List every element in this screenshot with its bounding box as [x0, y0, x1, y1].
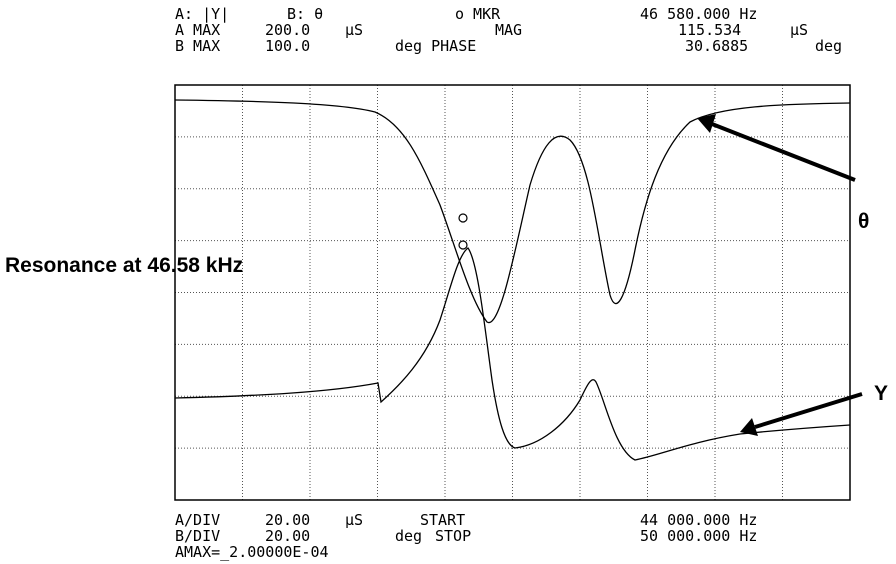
- header-text: MAG: [495, 21, 522, 39]
- plot-frame: [174, 84, 851, 501]
- header-text: A MAX: [175, 21, 220, 39]
- footer-text: µS: [345, 511, 363, 529]
- footer-text: START: [420, 511, 465, 529]
- footer-text: 20.00: [265, 527, 310, 545]
- footer-text: 50 000.000 Hz: [640, 527, 757, 545]
- arrow-head: [740, 418, 758, 436]
- header-text: B: θ: [287, 5, 323, 23]
- footer-text: AMAX=_2.00000E-04: [175, 543, 329, 561]
- header-text: A: |Y|: [175, 5, 229, 23]
- footer-text: A/DIV: [175, 511, 220, 529]
- header: A: |Y| B: θ o MKR 46 580.000 Hz A MAX 20…: [175, 5, 842, 55]
- marker: [458, 240, 468, 250]
- header-text: 100.0: [265, 37, 310, 55]
- header-text: deg: [815, 37, 842, 55]
- footer-text: 44 000.000 Hz: [640, 511, 757, 529]
- footer-text: B/DIV: [175, 527, 220, 545]
- arrow: [711, 122, 856, 182]
- footer-text: deg: [395, 527, 422, 545]
- theta-trace: [174, 99, 851, 323]
- header-text: deg PHASE: [395, 37, 476, 55]
- header-text: µS: [345, 21, 363, 39]
- header-text: 30.6885: [685, 37, 748, 55]
- footer-text: 20.00: [265, 511, 310, 529]
- y-trace: [174, 247, 851, 461]
- header-text: 200.0: [265, 21, 310, 39]
- grid: [175, 85, 850, 500]
- arrow-head: [697, 114, 716, 133]
- header-text: µS: [790, 21, 808, 39]
- header-text: B MAX: [175, 37, 220, 55]
- annotation: Resonance at 46.58 kHz: [5, 254, 243, 277]
- footer-text: STOP: [435, 527, 471, 545]
- header-text: o MKR: [455, 5, 501, 23]
- arrow: [754, 392, 863, 429]
- header-text: 115.534: [678, 21, 741, 39]
- annotation: θ: [858, 210, 869, 233]
- header-text: 46 580.000 Hz: [640, 5, 757, 23]
- footer: A/DIV 20.00 µS START 44 000.000 Hz B/DIV…: [175, 511, 757, 561]
- marker: [458, 213, 468, 223]
- annotation: Y: [874, 382, 888, 405]
